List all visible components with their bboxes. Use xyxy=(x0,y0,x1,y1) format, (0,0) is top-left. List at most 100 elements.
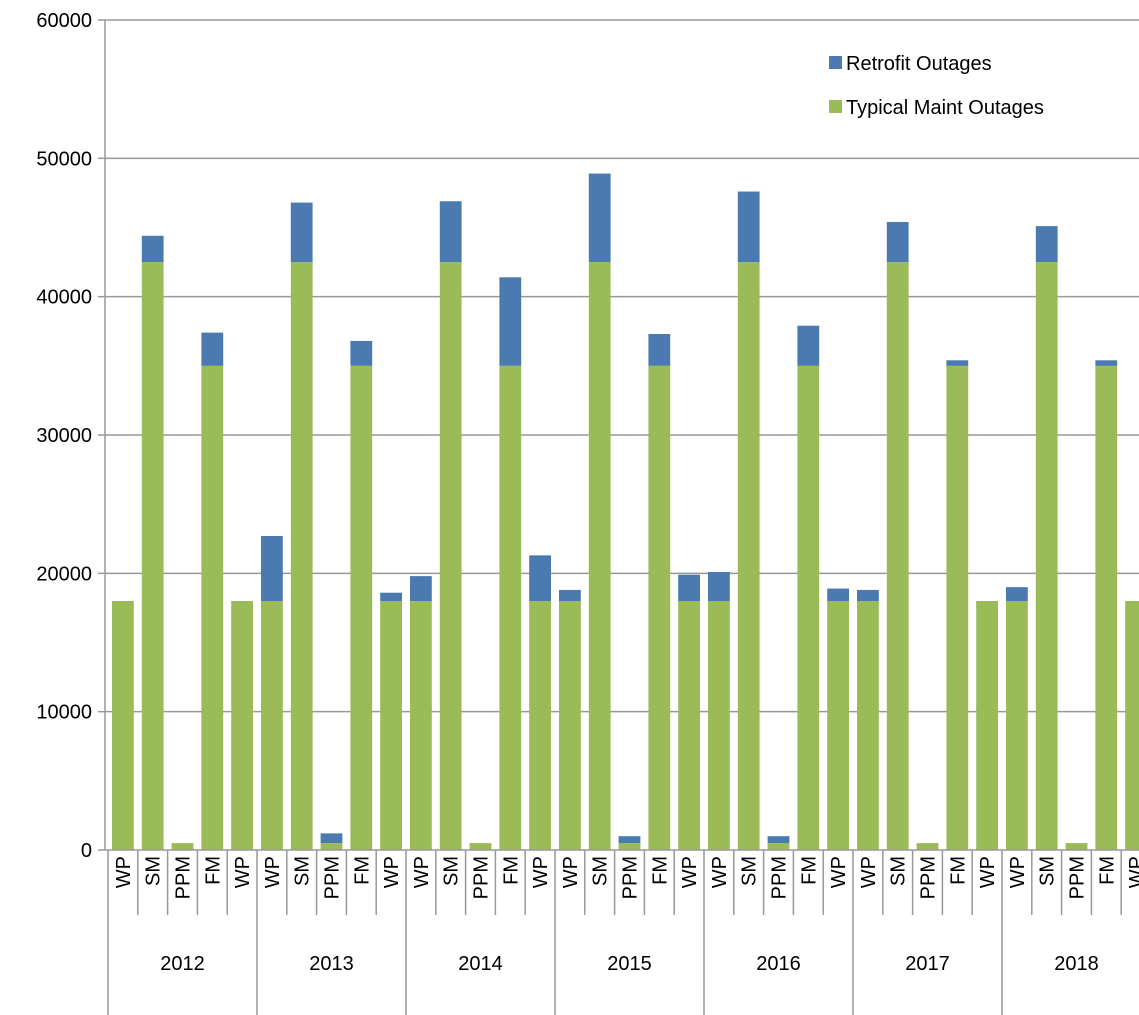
bar-segment xyxy=(618,836,641,844)
bar-segment xyxy=(886,262,909,850)
x-tick-label: PPM xyxy=(1067,856,1089,899)
bar-segment xyxy=(618,843,641,850)
x-tick-label: PPM xyxy=(173,856,195,899)
x-tick-label: WP xyxy=(232,856,254,888)
bar-segment xyxy=(201,332,224,366)
bar-segment xyxy=(797,365,820,850)
x-tick-label: WP xyxy=(530,856,552,888)
bar-segment xyxy=(529,555,551,601)
bar-segment xyxy=(708,571,730,601)
bar-segment xyxy=(410,601,432,850)
bar-segment xyxy=(767,843,790,850)
x-tick-label: FM xyxy=(202,856,224,885)
bar-segment xyxy=(469,843,492,850)
bar-segment xyxy=(886,221,909,263)
x-tick-label: WP xyxy=(1126,856,1139,888)
y-tick-label: 30000 xyxy=(36,425,92,447)
legend-swatch xyxy=(829,100,842,113)
bar-segment xyxy=(499,365,522,850)
bar-segment xyxy=(1095,360,1118,366)
x-tick-label: SM xyxy=(888,856,910,886)
bar-segment xyxy=(380,592,402,601)
bar-segment xyxy=(678,574,700,601)
x-tick-label: PPM xyxy=(471,856,493,899)
y-tick-label: 20000 xyxy=(36,563,92,585)
x-tick-label: SM xyxy=(441,856,463,886)
legend-label: Retrofit Outages xyxy=(846,53,992,75)
x-tick-label: FM xyxy=(351,856,373,885)
bar-segment xyxy=(678,601,700,850)
x-tick-label: FM xyxy=(798,856,820,885)
bar-segment xyxy=(290,262,313,850)
group-label: 2014 xyxy=(458,953,503,975)
x-tick-label: PPM xyxy=(322,856,344,899)
bar-segment xyxy=(231,601,253,850)
x-tick-label: WP xyxy=(381,856,403,888)
bar-segment xyxy=(946,360,969,366)
bar-segment xyxy=(559,589,581,601)
x-tick-label: PPM xyxy=(620,856,642,899)
bar-segment xyxy=(141,262,164,850)
x-tick-label: FM xyxy=(500,856,522,885)
group-label: 2018 xyxy=(1054,953,1099,975)
x-tick-label: SM xyxy=(143,856,165,886)
x-tick-label: WP xyxy=(113,856,135,888)
bar-segment xyxy=(559,601,581,850)
x-tick-label: SM xyxy=(590,856,612,886)
bar-segment xyxy=(439,201,462,263)
bar-segment xyxy=(290,202,313,263)
x-tick-label: PPM xyxy=(918,856,940,899)
bar-segment xyxy=(737,191,760,263)
x-tick-label: WP xyxy=(977,856,999,888)
bar-segment xyxy=(529,601,551,850)
group-label: 2013 xyxy=(309,953,354,975)
group-label: 2017 xyxy=(905,953,950,975)
bar-segment xyxy=(499,277,522,366)
bar-segment xyxy=(827,588,849,601)
bar-segment xyxy=(976,601,998,850)
bar-segment xyxy=(261,601,283,850)
bar-segment xyxy=(1006,601,1028,850)
bar-segment xyxy=(171,843,194,850)
x-tick-label: SM xyxy=(739,856,761,886)
x-tick-label: PPM xyxy=(769,856,791,899)
bar-segment xyxy=(857,601,879,850)
bar-segment xyxy=(350,365,373,850)
bar-segment xyxy=(857,589,879,601)
x-tick-label: FM xyxy=(1096,856,1118,885)
x-tick-label: WP xyxy=(828,856,850,888)
x-tick-label: WP xyxy=(858,856,880,888)
x-tick-label: FM xyxy=(649,856,671,885)
x-tick-label: WP xyxy=(709,856,731,888)
x-tick-label: WP xyxy=(1007,856,1029,888)
bar-segment xyxy=(350,340,373,366)
y-tick-label: 40000 xyxy=(36,287,92,309)
y-tick-label: 0 xyxy=(81,840,92,862)
bar-segment xyxy=(320,843,343,850)
group-label: 2015 xyxy=(607,953,652,975)
bar-segment xyxy=(1006,587,1028,601)
bar-segment xyxy=(648,334,671,366)
bar-segment xyxy=(588,262,611,850)
bar-segment xyxy=(916,843,939,850)
bar-segment xyxy=(439,262,462,850)
bar-segment xyxy=(827,601,849,850)
bar-segment xyxy=(1095,365,1118,850)
bar-segment xyxy=(261,535,283,601)
bar-segment xyxy=(141,235,164,263)
x-tick-label: WP xyxy=(560,856,582,888)
x-tick-label: WP xyxy=(411,856,433,888)
bar-segment xyxy=(320,833,343,844)
x-tick-label: WP xyxy=(262,856,284,888)
legend-swatch xyxy=(829,56,842,69)
x-tick-label: WP xyxy=(679,856,701,888)
bar-segment xyxy=(112,601,134,850)
y-tick-label: 10000 xyxy=(36,702,92,724)
x-tick-label: SM xyxy=(1037,856,1059,886)
y-tick-label: 60000 xyxy=(36,10,92,32)
legend-label: Typical Maint Outages xyxy=(846,97,1044,119)
y-tick-label: 50000 xyxy=(36,148,92,170)
bar-segment xyxy=(201,365,224,850)
bar-segment xyxy=(380,601,402,850)
